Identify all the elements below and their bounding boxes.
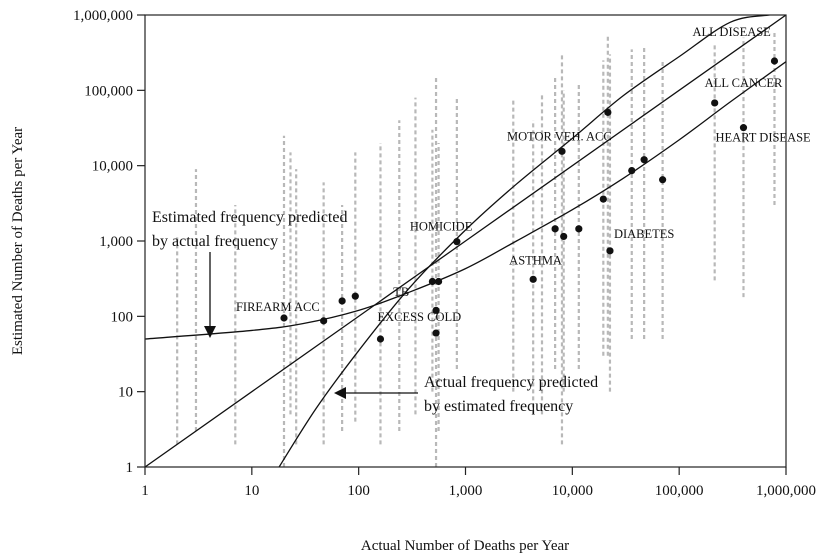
point-tb (351, 292, 359, 300)
mean-estimates (280, 57, 779, 343)
y-tick-label: 10 (118, 385, 133, 401)
point-heart-disease (739, 124, 748, 132)
x-tick-label: 10,000 (552, 483, 593, 499)
label-heart-disease: HEART DISEASE (715, 131, 811, 145)
point-homicide (453, 238, 461, 246)
data-point (575, 225, 583, 233)
label-motor-veh-acc: MOTOR VEH. ACC (507, 129, 612, 143)
data-point (659, 176, 667, 184)
point-labels: FIREARM ACC TB EXCESS COLD HOMICIDE ASTHMA MO… (236, 25, 811, 324)
x-tick-label: 100 (347, 483, 370, 499)
annotation-upper-line1: Estimated frequency predicted (152, 209, 347, 226)
curve-perfect-calibration (145, 15, 786, 467)
fit-curves (145, 15, 786, 467)
data-point (338, 297, 346, 305)
label-tb: TB (393, 285, 409, 299)
label-excess-cold: EXCESS COLD (377, 310, 461, 324)
annotation-upper-curve: Estimated frequency predicted by actual … (152, 209, 347, 338)
x-tick-label: 1,000 (449, 483, 483, 499)
data-point (604, 108, 612, 116)
respondent-estimates (176, 31, 776, 467)
y-tick-label: 1 (126, 460, 134, 476)
label-all-cancer: ALL CANCER (705, 76, 783, 90)
point-all-cancer (711, 99, 719, 107)
x-tick-label: 10 (244, 483, 259, 499)
data-point (428, 277, 437, 286)
x-tick-label: 1 (141, 483, 149, 499)
y-tick-label: 1,000 (99, 234, 133, 250)
label-all-disease: ALL DISEASE (692, 25, 771, 39)
point-firearm-acc (280, 314, 288, 322)
y-tick-label: 100,000 (84, 83, 133, 99)
data-point (432, 329, 440, 337)
annotation-upper-line2: by actual frequency (152, 233, 278, 250)
y-tick-label: 1,000,000 (73, 8, 133, 24)
data-point (640, 156, 648, 164)
label-diabetes: DIABETES (614, 227, 674, 241)
point-all-disease (770, 57, 779, 65)
data-point (560, 232, 568, 241)
y-axis: 1 10 100 1,000 10,000 100,000 1,000,000 (73, 8, 145, 476)
annotation-lower-curve: Actual frequency predicted by estimated … (334, 374, 598, 415)
point-excess-cold (376, 335, 385, 343)
y-axis-title: Estimated Number of Deaths per Year (10, 127, 26, 355)
point-motor-veh-acc (558, 147, 566, 155)
curve-estimated-frequency-predicted-by-actual-frequency (145, 61, 786, 340)
y-tick-label: 10,000 (92, 159, 133, 175)
data-point (432, 306, 440, 314)
data-point (434, 277, 443, 286)
annotation-lower-line2: by estimated frequency (424, 398, 573, 415)
y-tick-label: 100 (111, 309, 134, 325)
data-point (551, 225, 559, 233)
annotation-upper-arrowhead (204, 326, 216, 338)
point-diabetes (606, 247, 614, 255)
label-firearm-acc: FIREARM ACC (236, 300, 320, 314)
x-axis-title: Actual Number of Deaths per Year (361, 538, 569, 554)
label-asthma: ASTHMA (509, 253, 562, 267)
annotation-lower-arrowhead (334, 387, 346, 399)
label-homicide: HOMICIDE (410, 220, 473, 234)
point-asthma (529, 275, 537, 283)
data-point (320, 317, 328, 325)
data-point (599, 195, 607, 203)
x-tick-label: 1,000,000 (756, 483, 816, 499)
x-tick-label: 100,000 (655, 483, 704, 499)
data-point (628, 167, 636, 175)
curve-actual-frequency-predicted-by-estimated-frequency (278, 15, 770, 467)
annotation-lower-line1: Actual frequency predicted (424, 374, 598, 391)
x-axis: 1 10 100 1,000 10,000 100,000 1,000,000 (141, 467, 816, 499)
